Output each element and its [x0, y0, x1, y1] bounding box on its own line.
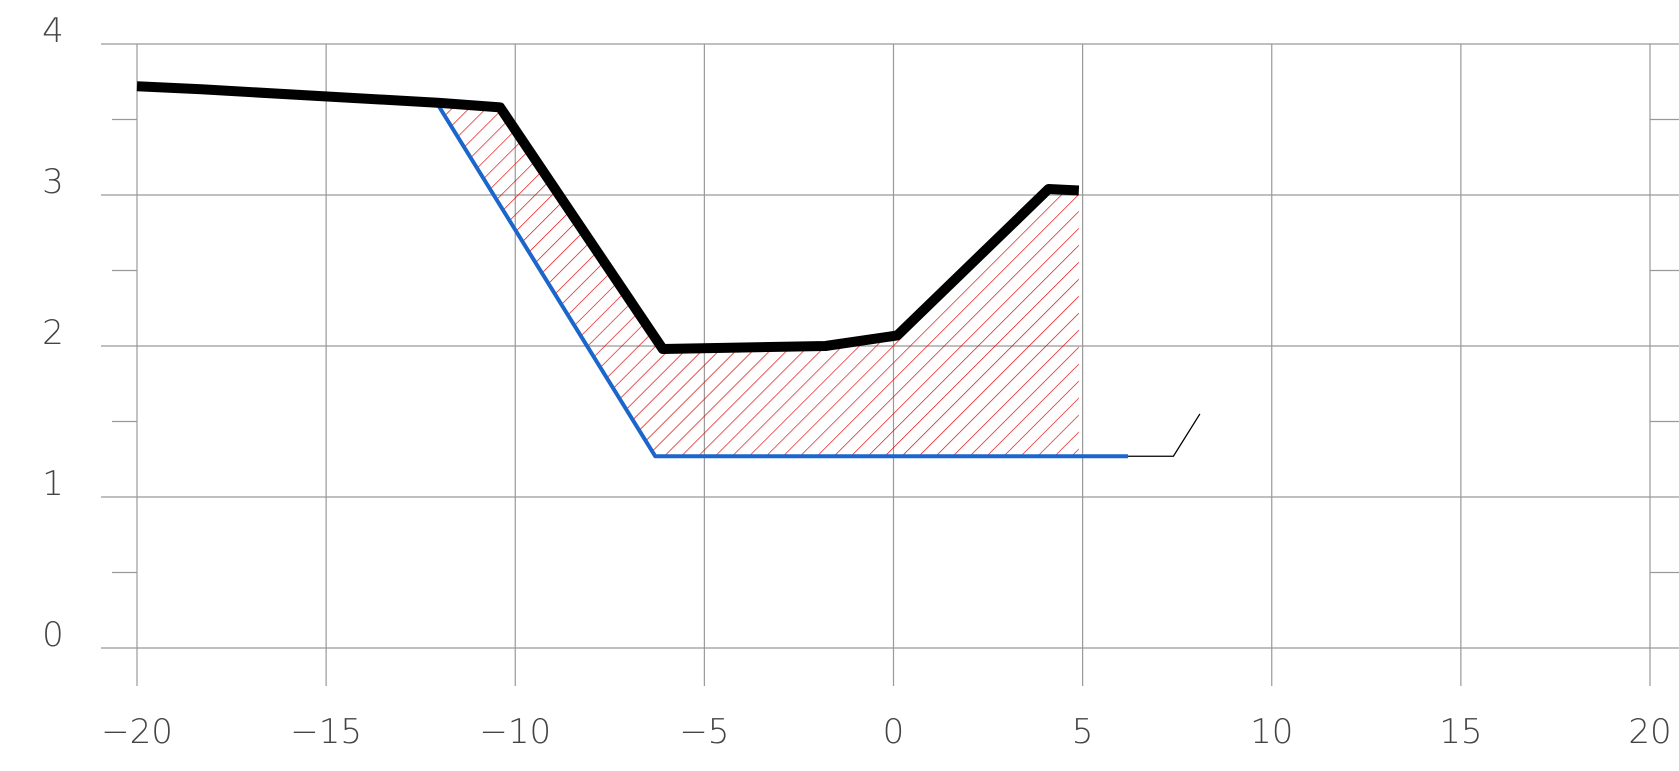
x-tick-label: 15 — [1439, 712, 1482, 752]
x-tick-label: 0 — [883, 712, 905, 752]
x-tick-label: −15 — [290, 712, 362, 752]
y-tick-label: 0 — [42, 615, 64, 655]
y-tick-label: 1 — [42, 464, 64, 504]
tick-labels: −20 −15 −10 −5 0 5 10 15 20 0 1 2 3 4 — [42, 11, 1671, 752]
x-tick-label: −5 — [679, 712, 729, 752]
x-tick-label: −20 — [101, 712, 173, 752]
series-layer — [136, 81, 1201, 459]
x-tick-label: 20 — [1628, 712, 1671, 752]
annotation-leader-line — [1128, 413, 1201, 457]
hatched-region — [435, 101, 1079, 457]
x-tick-label: −10 — [479, 712, 551, 752]
y-tick-label: 4 — [42, 11, 64, 51]
y-tick-label: 3 — [42, 162, 64, 202]
y-tick-label: 2 — [42, 313, 64, 353]
grid — [101, 43, 1679, 686]
minor-ticks — [112, 118, 1679, 574]
x-tick-label: 10 — [1250, 712, 1293, 752]
hatched-area — [435, 101, 1079, 457]
x-tick-label: 5 — [1072, 712, 1094, 752]
series-line-blue — [434, 100, 1129, 459]
series-line-black — [136, 81, 1080, 355]
